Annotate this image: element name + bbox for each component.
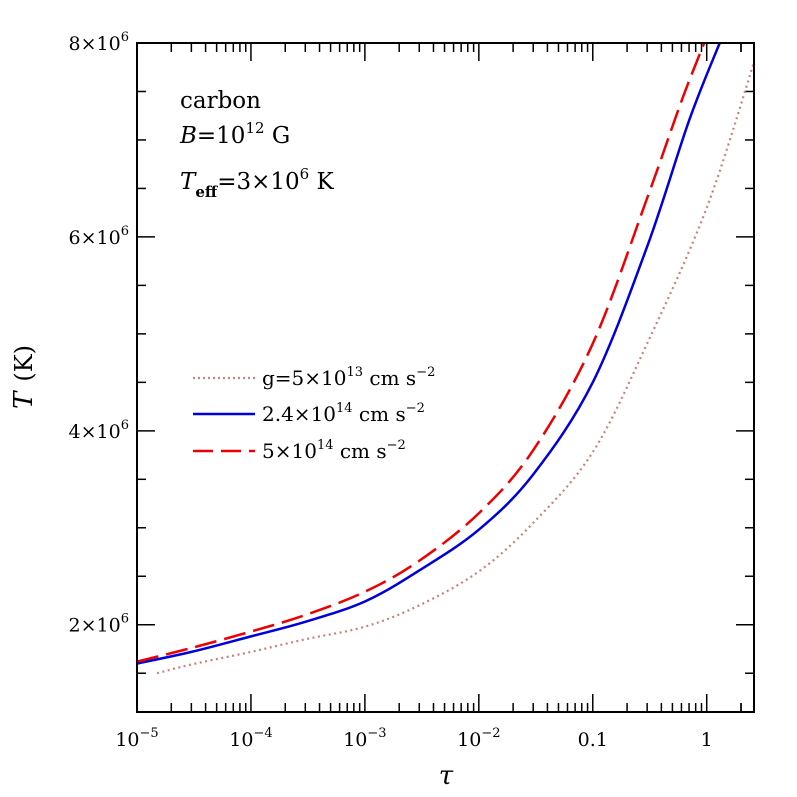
series-lines: [136, 42, 756, 675]
y-tick-label: 6×106: [69, 224, 129, 249]
legend-label-2: 2.4×1014 cm s−2: [262, 401, 425, 426]
plot-frame: [136, 42, 755, 713]
annotation-teff: Teff=3×106 K: [180, 165, 335, 201]
x-tick-label: 0.1: [578, 729, 608, 751]
y-axis-var: T: [9, 390, 39, 409]
series-line-dotted: [156, 62, 756, 675]
series-line-dashed: [136, 42, 706, 663]
annotation-b-field: B=1012 G: [179, 119, 290, 149]
y-tick-label: 4×106: [69, 418, 129, 443]
x-tick-label: 1: [701, 729, 713, 751]
y-axis-title: T (K): [9, 345, 39, 409]
y-tick-label: 8×106: [69, 30, 129, 55]
svg-text:T(K): T (K): [9, 345, 39, 409]
tick-labels: 10−5 10−4 10−3 10−2 0.1 1 2×106 4×106 6×106 8×106: [69, 30, 713, 751]
legend-label-1: g=5×1013 cm s−2: [262, 365, 435, 390]
series-line-solid: [136, 42, 721, 665]
y-axis-unit: (K): [10, 345, 38, 382]
y-tick-label: 2×106: [69, 612, 129, 637]
x-tick-label: 10−5: [115, 726, 158, 751]
x-axis-title: τ: [439, 761, 454, 791]
x-tick-label: 10−2: [457, 726, 500, 751]
annotation-carbon: carbon: [180, 88, 261, 114]
x-tick-label: 10−4: [229, 726, 272, 751]
x-tick-label: 10−3: [343, 726, 386, 751]
legend: g=5×1013 cm s−2 2.4×1014 cm s−2 5×1014 c…: [193, 365, 435, 463]
legend-label-3: 5×1014 cm s−2: [262, 438, 406, 463]
